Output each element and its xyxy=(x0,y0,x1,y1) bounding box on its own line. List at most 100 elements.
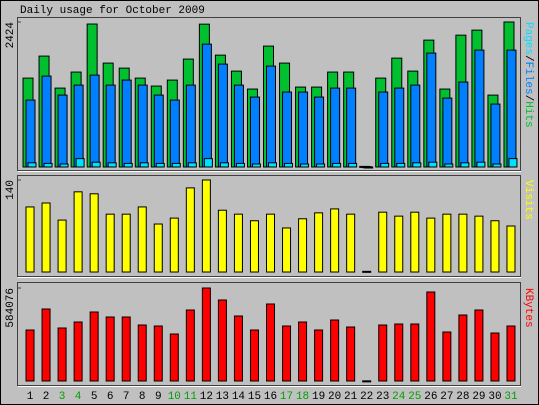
bar xyxy=(25,329,35,382)
legend-entry: Pages xyxy=(522,22,534,55)
x-tick-label: 29 xyxy=(472,391,485,403)
x-tick-label: 18 xyxy=(296,391,309,403)
bar xyxy=(458,314,468,382)
bar xyxy=(25,206,35,273)
bar xyxy=(394,215,404,273)
legend-entry: Files xyxy=(522,62,534,95)
bar xyxy=(394,87,405,168)
x-tick-label: 2 xyxy=(43,391,50,403)
bar xyxy=(91,161,101,168)
chart-title: Daily usage for October 2009 xyxy=(20,5,205,17)
x-tick-label: 15 xyxy=(248,391,261,403)
x-tick-label: 11 xyxy=(184,391,198,403)
bar xyxy=(57,219,67,273)
bar xyxy=(330,87,341,168)
bar xyxy=(426,217,436,273)
x-tick-label: 16 xyxy=(264,391,277,403)
bar xyxy=(492,163,502,168)
bar xyxy=(89,193,99,273)
x-tick-label: 31 xyxy=(504,391,518,403)
bar xyxy=(394,323,404,382)
bar xyxy=(346,87,357,168)
bar xyxy=(201,179,211,273)
bar xyxy=(508,158,518,168)
bar xyxy=(298,321,308,382)
bar xyxy=(442,213,452,273)
x-tick-label: 3 xyxy=(59,391,66,403)
bar xyxy=(506,325,516,382)
bar xyxy=(474,49,485,168)
bar xyxy=(89,311,99,382)
bar xyxy=(73,84,84,168)
x-tick-label: 23 xyxy=(376,391,389,403)
bar xyxy=(187,162,197,168)
x-tick-label: 25 xyxy=(408,391,421,403)
bar xyxy=(314,212,324,273)
bar xyxy=(251,163,261,168)
bar xyxy=(153,325,163,382)
x-tick-label: 1 xyxy=(27,391,34,403)
bar xyxy=(426,291,436,382)
bar xyxy=(169,333,179,382)
bar xyxy=(458,81,469,168)
bar xyxy=(27,162,37,168)
bar xyxy=(458,213,468,273)
bar xyxy=(346,213,356,273)
bar xyxy=(442,331,452,382)
bar xyxy=(314,329,324,382)
bar xyxy=(249,329,259,382)
bar xyxy=(490,332,500,382)
legend-separator: / xyxy=(522,55,534,62)
bar xyxy=(203,158,213,168)
bar xyxy=(474,215,484,273)
bar xyxy=(298,91,309,168)
x-tick-label: 13 xyxy=(216,391,229,403)
bar xyxy=(249,96,260,168)
legend-entry: KBytes xyxy=(522,288,534,328)
y-tick-label: 2424 xyxy=(5,22,17,49)
bar xyxy=(107,162,117,168)
bar xyxy=(105,84,116,168)
x-tick-label: 12 xyxy=(200,391,213,403)
bar xyxy=(105,316,115,382)
bar xyxy=(43,162,53,168)
bar xyxy=(233,213,243,273)
bar xyxy=(460,162,470,168)
bar xyxy=(266,303,275,382)
bar xyxy=(105,213,115,273)
x-tick-label: 22 xyxy=(360,391,373,403)
legend: Pages/Files/Hits xyxy=(522,22,534,128)
x-tick-label: 27 xyxy=(440,391,453,403)
bar xyxy=(235,162,245,168)
legend-separator: / xyxy=(522,95,534,102)
bar xyxy=(410,323,420,382)
bar xyxy=(249,220,259,273)
bar xyxy=(139,162,149,168)
x-tick-label: 28 xyxy=(456,391,469,403)
bar xyxy=(428,161,438,168)
bar xyxy=(59,163,69,168)
bar xyxy=(41,75,52,168)
x-tick-label: 4 xyxy=(75,391,82,403)
bar xyxy=(266,213,275,273)
bar xyxy=(169,217,179,273)
bar xyxy=(41,308,51,382)
bar xyxy=(137,84,148,168)
bar xyxy=(396,162,406,168)
bar xyxy=(217,63,228,168)
bar xyxy=(171,162,181,168)
bar xyxy=(412,162,422,168)
bar xyxy=(153,223,163,273)
x-tick-label: 7 xyxy=(123,391,130,403)
bar xyxy=(442,97,453,168)
bar xyxy=(474,309,484,382)
bar xyxy=(217,209,227,273)
x-tick-label: 10 xyxy=(168,391,181,403)
legend: Visits xyxy=(522,180,534,220)
bar xyxy=(378,211,388,273)
x-tick-label: 20 xyxy=(328,391,341,403)
bar xyxy=(490,220,500,273)
bar xyxy=(410,211,420,273)
x-tick-label: 8 xyxy=(139,391,146,403)
legend-entry: Visits xyxy=(522,180,534,220)
